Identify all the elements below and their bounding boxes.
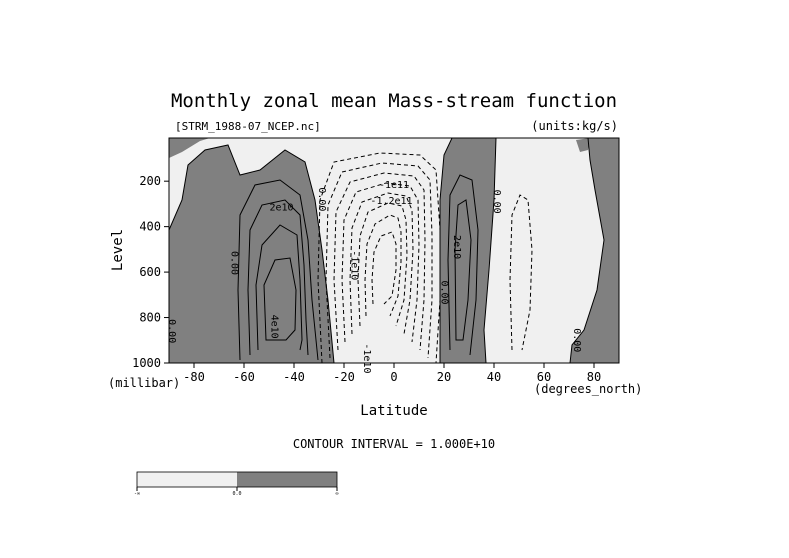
x-tick-label: -60 — [233, 370, 255, 384]
contour-interval-label: CONTOUR INTERVAL = 1.000E+10 — [293, 437, 495, 451]
legend-tick-label-max: ∞ — [335, 491, 338, 497]
contour-label: 0.00 — [229, 251, 240, 275]
x-tick-label: 0 — [390, 370, 397, 384]
legend-swatch-negative — [137, 472, 237, 487]
source-file-label: [STRM_1988-07_NCEP.nc] — [175, 120, 321, 133]
x-axis-title: Latitude — [360, 403, 427, 419]
contour-label: -1e11 — [379, 180, 409, 191]
contour-label: 0.00 — [491, 190, 502, 214]
chart-title: Monthly zonal mean Mass-stream function — [171, 90, 617, 112]
y-tick-label: 800 — [139, 311, 161, 325]
y-axis-title: Level — [110, 229, 126, 271]
contour-label: 0.00 — [571, 328, 582, 352]
contour-label: 2e10 — [269, 203, 293, 214]
legend-swatch-positive — [237, 472, 337, 487]
plot-area: 2e10 4e10 0.00 0.00 0.00 -1e11 -1.2e11 -1e10 -1e… — [166, 138, 619, 374]
y-tick-label: 1000 — [132, 356, 161, 370]
x-axis-unit: (degrees_north) — [534, 382, 642, 396]
x-tick-label: -20 — [333, 370, 355, 384]
x-tick-label: -80 — [183, 370, 205, 384]
y-tick-label: 400 — [139, 220, 161, 234]
x-tick-label: -40 — [283, 370, 305, 384]
contour-label: -1e10 — [361, 343, 372, 373]
contour-label: -1e10 — [349, 250, 360, 280]
y-axis: 200 400 600 800 1000 — [132, 174, 169, 370]
contour-label: -1.2e11 — [370, 196, 412, 207]
contour-label: 4e10 — [269, 315, 280, 339]
y-axis-unit: (millibar) — [108, 376, 180, 390]
contour-label: 2e10 — [451, 235, 462, 259]
y-tick-label: 200 — [139, 174, 161, 188]
legend-tick-label-min: -∞ — [134, 491, 140, 497]
x-tick-label: 20 — [437, 370, 451, 384]
contour-label: 0.00 — [439, 280, 450, 304]
y-tick-label: 600 — [139, 265, 161, 279]
contour-label: 0.00 — [166, 319, 177, 343]
contour-label: 0.00 — [316, 187, 327, 211]
color-legend: -∞ 0.0 ∞ — [134, 472, 339, 497]
x-axis: -80-60-40-20020406080 — [183, 363, 601, 384]
x-tick-label: 40 — [487, 370, 501, 384]
units-label: (units:kg/s) — [531, 119, 618, 133]
legend-tick-label-zero: 0.0 — [232, 491, 241, 497]
